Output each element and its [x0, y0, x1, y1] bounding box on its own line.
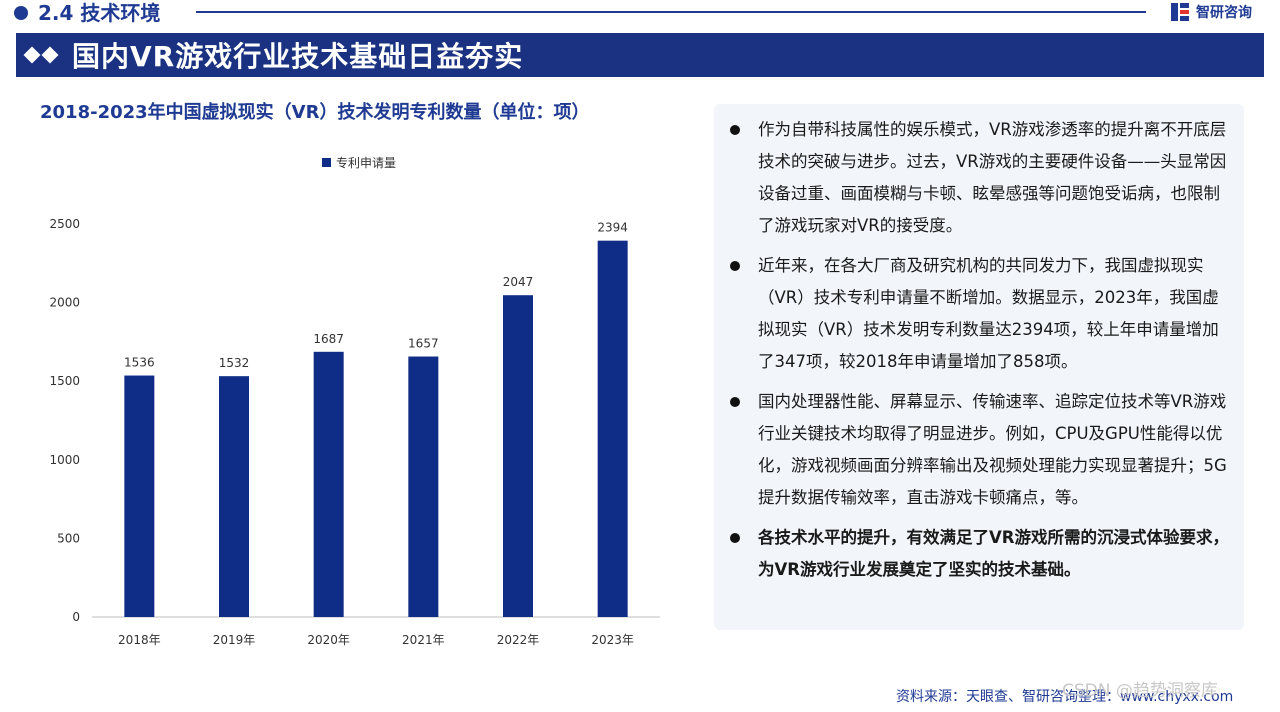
bar [219, 376, 249, 617]
bar-data-label: 1687 [313, 332, 344, 346]
bullet-item: 作为自带科技属性的娱乐模式，VR游戏渗透率的提升离不开底层技术的突破与进步。过去… [730, 114, 1234, 242]
bullet-dot-icon [730, 125, 740, 135]
bullet-dot-icon [730, 533, 740, 543]
watermark-text: CSDN @趋势洞察库 [1062, 681, 1218, 701]
patent-bar-chart: 专利申请量 0 500 1000 1500 2000 2500 1536 2018年 1532 20… [49, 155, 660, 647]
page-title: 国内VR游戏行业技术基础日益夯实 [72, 40, 524, 73]
y-tick-label: 1500 [49, 374, 80, 388]
x-tick-label: 2023年 [591, 633, 634, 647]
bar [124, 375, 155, 617]
brand-logo-icon [1171, 3, 1189, 21]
x-tick-label: 2019年 [213, 633, 256, 647]
x-tick-label: 2021年 [402, 633, 445, 647]
bar [313, 351, 344, 617]
x-tick-label: 2020年 [307, 633, 350, 647]
y-tick-label: 1000 [49, 453, 80, 467]
bullet-item: 国内处理器性能、屏幕显示、传输速率、追踪定位技术等VR游戏行业关键技术均取得了明… [730, 386, 1234, 514]
source-note: 资料来源：天眼查、智研咨询整理：www.chyxx.com [896, 689, 1234, 705]
bar [597, 240, 628, 617]
diamond-icon [23, 46, 62, 64]
y-tick-label: 2500 [49, 217, 80, 231]
bar [503, 295, 533, 617]
bullet-item: 各技术水平的提升，有效满足了VR游戏所需的沉浸式体验要求，为VR游戏行业发展奠定… [730, 522, 1234, 586]
x-tick-label: 2018年 [118, 633, 161, 647]
y-tick-label: 500 [57, 531, 80, 545]
brand-logo: 智研咨询 [1170, 0, 1252, 24]
bar-data-label: 2394 [597, 221, 628, 235]
chart-title: 2018-2023年中国虚拟现实（VR）技术发明专利数量（单位：项） [40, 102, 590, 123]
legend-label: 专利申请量 [336, 155, 396, 170]
section-title: 2.4 技术环境 [38, 1, 161, 25]
bullet-dot-icon [730, 397, 740, 407]
bar-data-label: 2047 [503, 275, 534, 289]
bullet-item: 近年来，在各大厂商及研究机构的共同发力下，我国虚拟现实（VR）技术专利申请量不断… [730, 250, 1234, 378]
page-banner: 国内VR游戏行业技术基础日益夯实 [16, 33, 1264, 77]
x-tick-label: 2022年 [497, 633, 540, 647]
section-bullet-icon [14, 6, 28, 20]
header-divider [196, 11, 1146, 13]
text-panel: 作为自带科技属性的娱乐模式，VR游戏渗透率的提升离不开底层技术的突破与进步。过去… [714, 104, 1244, 630]
legend-swatch [322, 158, 331, 167]
bar-data-label: 1532 [219, 356, 250, 370]
y-tick-label: 0 [72, 610, 80, 624]
bar [408, 356, 439, 617]
bullet-list: 作为自带科技属性的娱乐模式，VR游戏渗透率的提升离不开底层技术的突破与进步。过去… [714, 104, 1244, 586]
bar-data-label: 1536 [124, 356, 155, 370]
bar-data-label: 1657 [408, 337, 439, 351]
brand-logo-text: 智研咨询 [1196, 5, 1252, 21]
y-tick-label: 2000 [49, 296, 80, 310]
bullet-dot-icon [730, 261, 740, 271]
